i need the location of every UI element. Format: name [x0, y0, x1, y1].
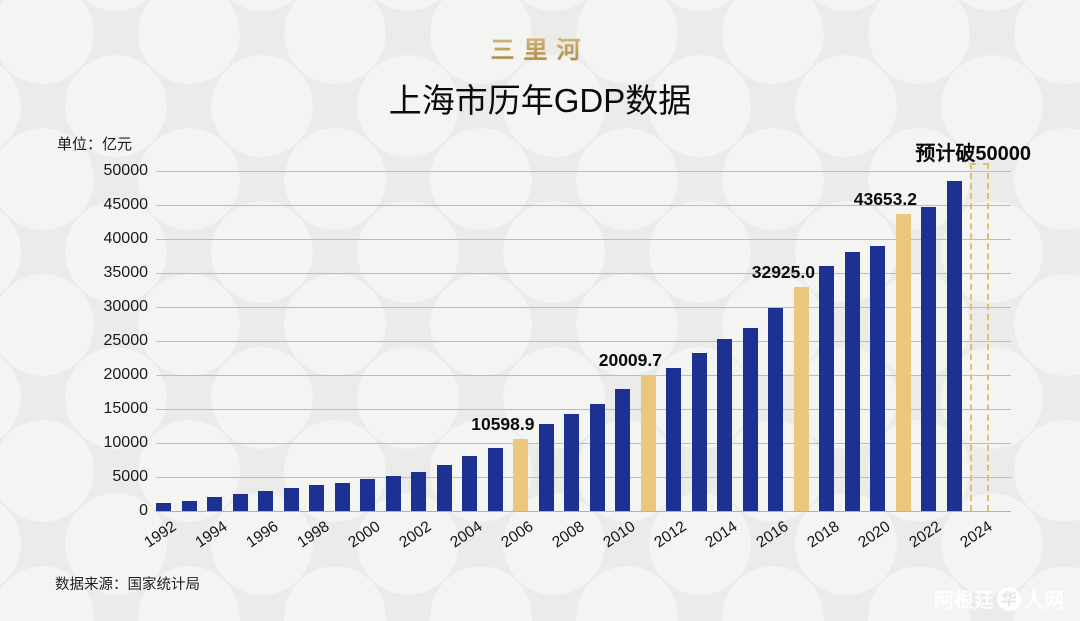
bar-2021 — [895, 214, 911, 511]
bar-2004 — [462, 456, 477, 511]
watermark-text-after: 人网 — [1024, 590, 1064, 612]
gridline-0 — [156, 511, 1011, 512]
milestone-label-2006: 10598.9 — [471, 413, 535, 434]
y-axis-tick-0: 0 — [139, 502, 148, 519]
page-title: 上海市历年GDP数据 — [388, 82, 692, 119]
bar-2001 — [385, 475, 401, 511]
gridline-10000 — [156, 443, 1011, 444]
gridline-45000 — [156, 205, 1011, 206]
x-axis-tick-2014: 2014 — [701, 518, 741, 552]
bar-1993 — [181, 500, 197, 511]
x-axis-tick-2012: 2012 — [650, 518, 690, 552]
x-axis-tick-2004: 2004 — [446, 518, 486, 552]
bar-2010 — [615, 389, 630, 511]
x-axis-tick-2002: 2002 — [395, 518, 435, 552]
y-axis-tick-10000: 10000 — [103, 434, 149, 451]
bar-2002 — [411, 471, 426, 511]
bar-2012 — [666, 367, 681, 511]
x-axis-tick-1996: 1996 — [242, 518, 282, 552]
bar-1999 — [334, 482, 350, 511]
y-axis-tick-40000: 40000 — [103, 230, 149, 247]
bar-2018 — [819, 266, 834, 511]
bar-2003 — [436, 465, 452, 511]
globe-icon: 华 — [997, 586, 1021, 611]
bar-2015 — [742, 327, 758, 511]
y-axis-tick-25000: 25000 — [103, 332, 149, 349]
gridline-5000 — [156, 477, 1011, 478]
unit-label: 单位：亿元 — [57, 136, 133, 153]
gridline-35000 — [156, 273, 1011, 274]
x-axis-tick-2000: 2000 — [344, 518, 384, 552]
gridline-30000 — [156, 307, 1011, 308]
y-axis-tick-20000: 20000 — [103, 366, 149, 383]
bar-2005 — [487, 448, 503, 511]
bar-2022 — [921, 207, 936, 511]
predicted-bar-2024 — [970, 162, 989, 511]
bar-1994 — [207, 497, 222, 511]
bar-1992 — [156, 503, 171, 511]
bar-2013 — [691, 352, 707, 511]
bar-2007 — [538, 424, 554, 511]
x-axis-tick-2016: 2016 — [752, 518, 792, 552]
x-axis-tick-1994: 1994 — [191, 518, 231, 552]
bar-2011 — [640, 374, 656, 511]
bar-2020 — [870, 246, 885, 511]
x-axis-tick-2022: 2022 — [905, 518, 945, 552]
y-axis-tick-15000: 15000 — [103, 400, 149, 417]
x-axis-tick-2006: 2006 — [497, 518, 537, 552]
bar-2019 — [844, 251, 860, 511]
gridline-25000 — [156, 341, 1011, 342]
y-axis-tick-35000: 35000 — [103, 264, 149, 281]
y-axis-tick-50000: 50000 — [103, 162, 149, 179]
bar-2009 — [589, 403, 605, 511]
bar-2023 — [946, 181, 962, 511]
watermark-text-before: 阿根廷 — [934, 590, 994, 612]
bar-1996 — [258, 490, 273, 511]
milestone-label-2017: 32925.0 — [751, 262, 815, 283]
y-axis-tick-45000: 45000 — [103, 196, 149, 213]
x-axis-tick-2008: 2008 — [548, 518, 588, 552]
globe-icon-char: 华 — [1001, 591, 1017, 608]
brand-logo: 三里河 — [0, 30, 1080, 65]
bar-1998 — [309, 485, 324, 511]
gridline-50000 — [156, 171, 1011, 172]
data-source-note: 数据来源：国家统计局 — [55, 577, 200, 593]
milestone-label-2011: 20009.7 — [598, 349, 662, 370]
bar-2017 — [793, 287, 809, 511]
x-axis-tick-2010: 2010 — [599, 518, 639, 552]
bar-2016 — [768, 307, 783, 511]
milestone-label-2021: 43653.2 — [853, 189, 917, 210]
gridline-20000 — [156, 375, 1011, 376]
bar-1995 — [232, 494, 248, 511]
y-axis-tick-30000: 30000 — [103, 298, 149, 315]
gridline-15000 — [156, 409, 1011, 410]
x-axis-tick-1992: 1992 — [140, 518, 180, 552]
bar-2000 — [360, 478, 375, 511]
y-axis-tick-5000: 5000 — [112, 468, 148, 485]
bar-2014 — [717, 339, 732, 511]
forecast-annotation: 预计破50000 — [915, 143, 1031, 165]
gridline-40000 — [156, 239, 1011, 240]
bar-2006 — [513, 438, 528, 511]
x-axis-tick-2018: 2018 — [803, 518, 843, 552]
watermark: 阿根廷 华 人网 — [934, 584, 1064, 613]
bar-1997 — [283, 487, 299, 511]
x-axis-tick-1998: 1998 — [293, 518, 333, 552]
x-axis-tick-2020: 2020 — [854, 518, 894, 552]
x-axis-tick-2024: 2024 — [956, 518, 996, 552]
bar-2008 — [564, 413, 579, 511]
